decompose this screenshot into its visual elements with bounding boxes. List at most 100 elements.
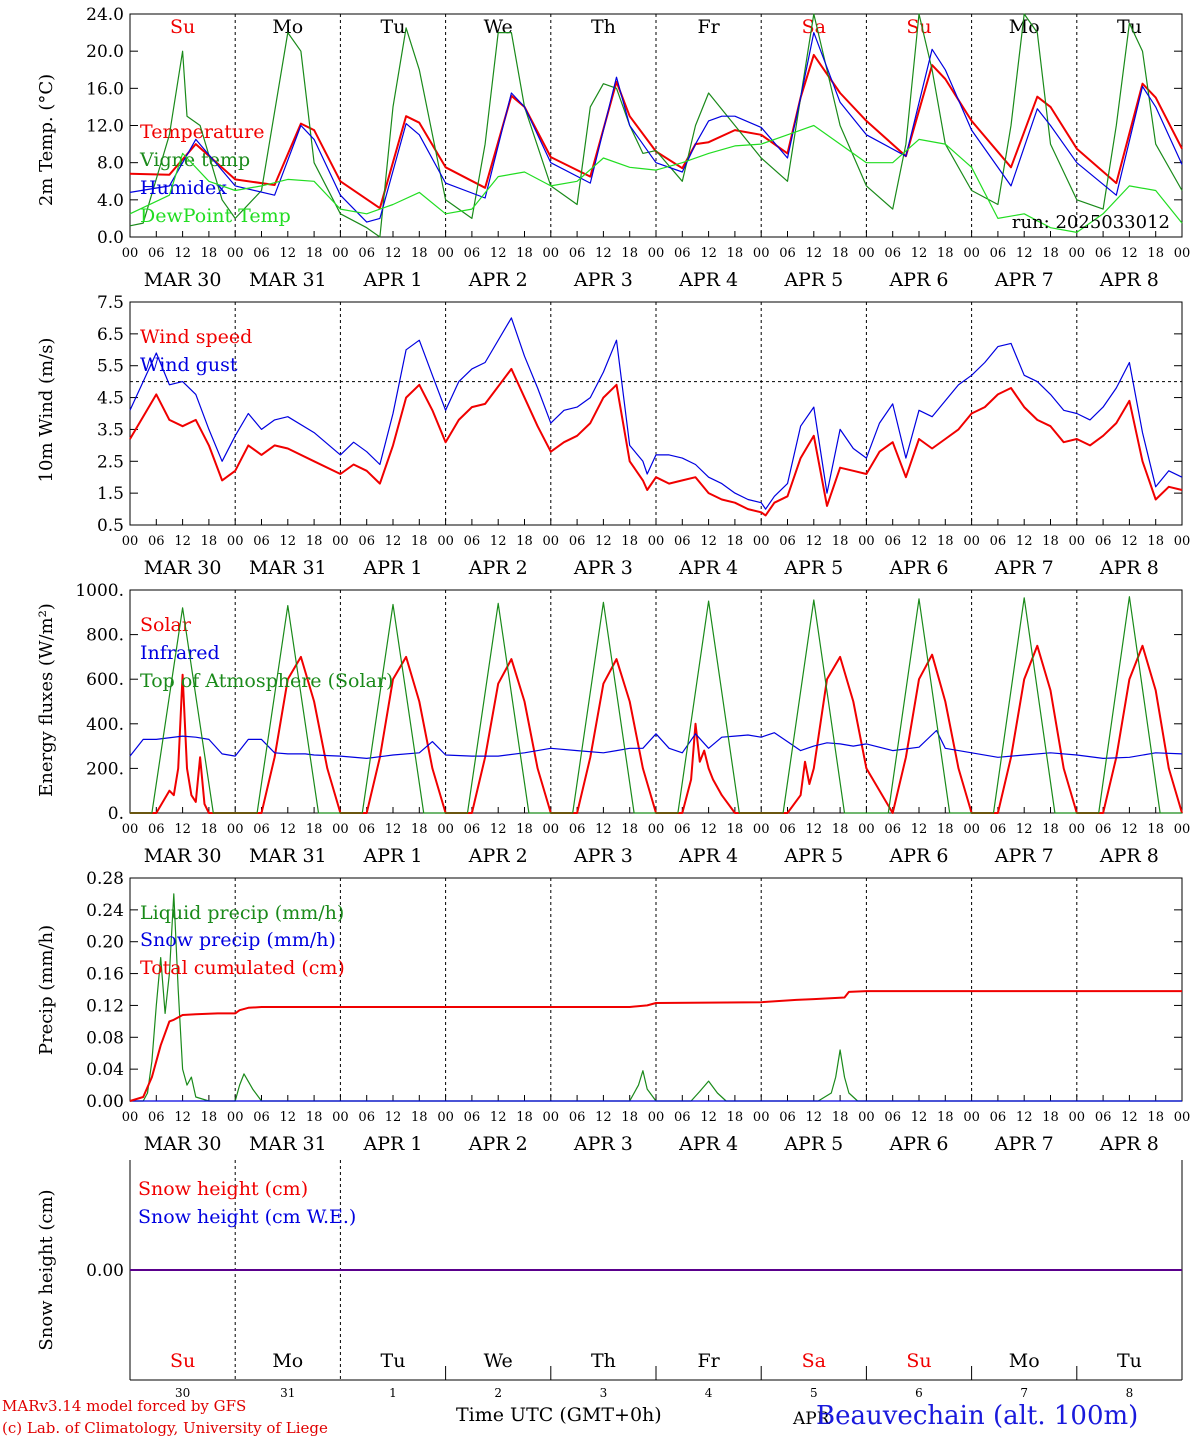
- legend-entry-snow-1: Snow height (cm W.E.): [138, 1206, 356, 1228]
- x-hour-label: 12: [595, 246, 612, 261]
- x-hour-label: 00: [1069, 534, 1086, 549]
- x-date-label: APR 1: [363, 269, 423, 291]
- x-hour-label: 06: [884, 822, 901, 837]
- weekday-label: Th: [591, 1350, 616, 1372]
- x-hour-label: 00: [648, 246, 665, 261]
- weekday-label: Mo: [1009, 16, 1040, 38]
- x-hour-label: 00: [437, 534, 454, 549]
- x-hour-label: 18: [727, 246, 744, 261]
- x-date-label: APR 3: [573, 269, 633, 291]
- weekday-label: Mo: [1009, 1350, 1040, 1372]
- legend-entry-wind-1: Wind gust: [140, 354, 238, 376]
- x-hour-label: 06: [253, 1110, 270, 1125]
- x-day-number: 8: [1126, 1386, 1134, 1400]
- x-hour-label: 18: [937, 1110, 954, 1125]
- x-hour-label: 18: [201, 822, 218, 837]
- x-hour-label: 00: [332, 822, 349, 837]
- x-hour-label: 00: [437, 822, 454, 837]
- y-tick-label: 24.0: [86, 5, 124, 25]
- x-hour-label: 00: [122, 534, 139, 549]
- y-tick-label: 5.5: [97, 357, 124, 377]
- legend-entry-precip-0: Liquid precip (mm/h): [140, 902, 344, 924]
- series-line-wind-1: [129, 317, 1183, 510]
- x-date-label: MAR 30: [144, 557, 222, 579]
- series-line-temp-2: [129, 31, 1183, 223]
- y-tick-label: 8.0: [97, 154, 124, 174]
- y-tick-label: 600.: [86, 670, 124, 690]
- x-hour-label: 18: [937, 246, 954, 261]
- x-hour-label: 18: [411, 822, 428, 837]
- x-hour-label: 06: [1095, 246, 1112, 261]
- x-hour-label: 12: [700, 822, 717, 837]
- series-line-precip-0: [130, 893, 1182, 1102]
- series-line-temp-1: [129, 13, 1183, 238]
- x-date-label: APR 4: [678, 557, 738, 579]
- x-day-number: 7: [1020, 1386, 1028, 1400]
- y-axis-label-energy: Energy fluxes (W/m²): [36, 603, 57, 797]
- weekday-label: Su: [170, 16, 195, 38]
- x-hour-label: 18: [1147, 534, 1164, 549]
- x-hour-label: 06: [358, 246, 375, 261]
- series-line-temp-3: [129, 124, 1183, 233]
- x-hour-label: 00: [1174, 822, 1191, 837]
- x-hour-label: 12: [385, 1110, 402, 1125]
- model-credit: MARv3.14 model forced by GFS: [2, 1397, 247, 1415]
- weekday-label: Tu: [1117, 1350, 1142, 1372]
- x-hour-label: 12: [1121, 1110, 1138, 1125]
- x-hour-label: 18: [937, 534, 954, 549]
- x-hour-label: 06: [253, 246, 270, 261]
- y-axis-label-snow: Snow height (cm): [36, 1189, 57, 1350]
- run-annotation: run: 2025033012: [1012, 212, 1170, 233]
- x-hour-label: 00: [227, 534, 244, 549]
- x-date-label: APR 1: [363, 557, 423, 579]
- x-date-label: APR 5: [783, 845, 843, 867]
- x-date-label: APR 4: [678, 1133, 738, 1155]
- station-name: Beauvechain (alt. 100m): [816, 1401, 1139, 1431]
- x-date-label: MAR 31: [249, 1133, 327, 1155]
- panel-frame-energy: [129, 589, 1183, 814]
- x-date-label: APR 1: [363, 845, 423, 867]
- x-hour-label: 00: [1174, 246, 1191, 261]
- x-hour-label: 18: [306, 822, 323, 837]
- x-date-label: APR 3: [573, 1133, 633, 1155]
- x-hour-label: 00: [1069, 246, 1086, 261]
- x-hour-label: 06: [253, 822, 270, 837]
- x-hour-label: 18: [727, 1110, 744, 1125]
- weekday-label: Fr: [697, 16, 720, 38]
- x-date-label: MAR 30: [144, 845, 222, 867]
- x-hour-label: 12: [280, 246, 297, 261]
- y-axis-label-precip: Precip (mm/h): [36, 925, 57, 1055]
- x-hour-label: 00: [753, 534, 770, 549]
- x-hour-label: 12: [490, 1110, 507, 1125]
- x-hour-label: 18: [1042, 1110, 1059, 1125]
- x-date-label: MAR 30: [144, 1133, 222, 1155]
- x-date-label: APR 6: [889, 845, 949, 867]
- y-tick-label: 4.5: [97, 389, 124, 409]
- x-hour-label: 00: [332, 534, 349, 549]
- x-date-label: APR 4: [678, 845, 738, 867]
- y-tick-label: 200.: [86, 759, 124, 779]
- x-hour-label: 06: [464, 822, 481, 837]
- panel-frame-wind: [129, 301, 1183, 526]
- x-hour-label: 18: [516, 1110, 533, 1125]
- y-tick-label: 0.0: [97, 228, 124, 248]
- x-hour-label: 06: [990, 246, 1007, 261]
- x-date-label: APR 8: [1099, 1133, 1159, 1155]
- x-hour-label: 12: [1121, 246, 1138, 261]
- x-hour-label: 12: [490, 822, 507, 837]
- series-line-wind-0: [129, 367, 1183, 517]
- x-hour-label: 06: [569, 534, 586, 549]
- x-date-label: APR 7: [994, 845, 1054, 867]
- x-hour-label: 00: [963, 534, 980, 549]
- x-hour-label: 12: [280, 534, 297, 549]
- x-hour-label: 18: [621, 1110, 638, 1125]
- x-date-label: APR 2: [468, 557, 528, 579]
- y-axis-label-wind: 10m Wind (m/s): [36, 338, 57, 483]
- x-hour-label: 12: [174, 1110, 191, 1125]
- legend-entry-precip-1: Snow precip (mm/h): [140, 929, 336, 951]
- x-hour-label: 00: [543, 534, 560, 549]
- legend-entry-temp-2: Humidex: [140, 177, 227, 199]
- x-hour-label: 06: [569, 1110, 586, 1125]
- x-hour-label: 18: [832, 822, 849, 837]
- x-hour-label: 18: [1042, 822, 1059, 837]
